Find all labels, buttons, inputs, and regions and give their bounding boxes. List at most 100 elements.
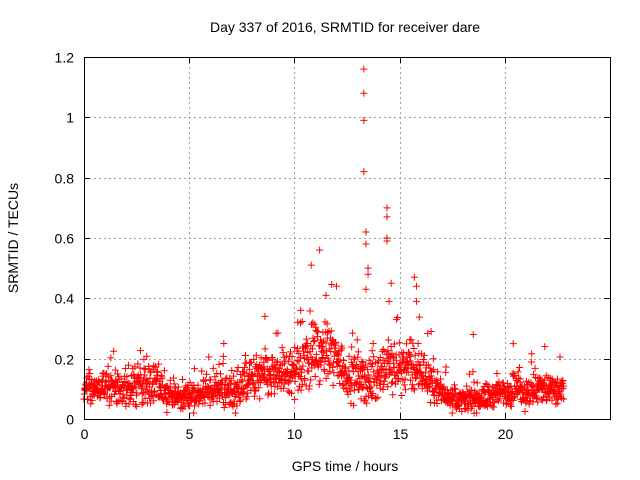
data-point [141, 365, 149, 373]
data-point [209, 393, 217, 401]
data-point [364, 270, 372, 278]
data-point [288, 360, 296, 368]
data-point [286, 348, 294, 356]
data-point [464, 406, 472, 414]
data-point [327, 327, 335, 335]
data-point [362, 240, 370, 248]
data-point [496, 395, 504, 403]
data-point [326, 367, 334, 375]
data-point [362, 285, 370, 293]
data-point [273, 357, 281, 365]
data-point [110, 347, 118, 355]
data-point [510, 371, 518, 379]
data-point [150, 397, 158, 405]
data-point [234, 363, 242, 371]
data-point [233, 367, 241, 375]
data-point [206, 401, 214, 409]
data-point [379, 386, 387, 394]
data-point [341, 363, 349, 371]
data-point [201, 376, 209, 384]
data-point [394, 313, 402, 321]
data-point [174, 383, 182, 391]
data-point [307, 376, 315, 384]
data-point [328, 280, 336, 288]
data-point [306, 307, 314, 315]
data-point [384, 336, 392, 344]
data-point [410, 386, 418, 394]
data-point [288, 389, 296, 397]
data-point [157, 372, 165, 380]
data-point [271, 378, 279, 386]
data-point [470, 378, 478, 386]
data-point [140, 371, 148, 379]
data-point [131, 363, 139, 371]
y-tick-label: 1 [66, 110, 74, 126]
data-point [317, 361, 325, 369]
data-point [228, 366, 236, 374]
data-point [291, 377, 299, 385]
data-point [557, 390, 565, 398]
data-point [387, 369, 395, 377]
data-point [345, 367, 353, 375]
data-point [478, 392, 486, 400]
data-point [530, 382, 538, 390]
data-point [312, 350, 320, 358]
data-point [440, 383, 448, 391]
data-point [374, 357, 382, 365]
data-point [298, 380, 306, 388]
data-point [430, 366, 438, 374]
data-point [417, 350, 425, 358]
data-point [349, 329, 357, 337]
data-point [425, 382, 433, 390]
data-point [415, 362, 423, 370]
data-point [360, 364, 368, 372]
data-point [461, 405, 469, 413]
data-point [384, 383, 392, 391]
data-point [241, 363, 249, 371]
axis-ticks: 0 5 10 15 20 0 0.2 0.4 0.6 0.8 1 1.2 [55, 50, 610, 442]
grid-lines [84, 57, 610, 419]
data-point [552, 384, 560, 392]
data-point [515, 374, 523, 382]
data-point [384, 347, 392, 355]
data-point [279, 349, 287, 357]
data-point [414, 381, 422, 389]
data-point [374, 393, 382, 401]
data-point [553, 375, 561, 383]
data-point [461, 397, 469, 405]
data-point [357, 395, 365, 403]
data-point [220, 340, 228, 348]
data-point [380, 377, 388, 385]
data-point [294, 345, 302, 353]
data-point [161, 384, 169, 392]
data-point [416, 361, 424, 369]
x-tick-label: 20 [498, 426, 514, 442]
data-point [388, 349, 396, 357]
data-point [160, 367, 168, 375]
data-point [311, 372, 319, 380]
data-point [348, 343, 356, 351]
data-point [323, 329, 331, 337]
data-point [448, 409, 456, 417]
data-point [107, 354, 115, 362]
data-point [506, 401, 514, 409]
data-point [473, 379, 481, 387]
data-point [90, 391, 98, 399]
data-point [325, 360, 333, 368]
data-point [194, 381, 202, 389]
data-point [243, 393, 251, 401]
data-point [130, 373, 138, 381]
data-point [246, 375, 254, 383]
data-point [354, 353, 362, 361]
data-point [548, 396, 556, 404]
data-point [134, 360, 142, 368]
data-point [136, 347, 144, 355]
data-point [284, 379, 292, 387]
data-point [548, 382, 556, 390]
data-point [364, 392, 372, 400]
data-point [263, 380, 271, 388]
data-point [514, 368, 522, 376]
data-point [521, 407, 529, 415]
data-point [270, 390, 278, 398]
data-point [111, 366, 119, 374]
